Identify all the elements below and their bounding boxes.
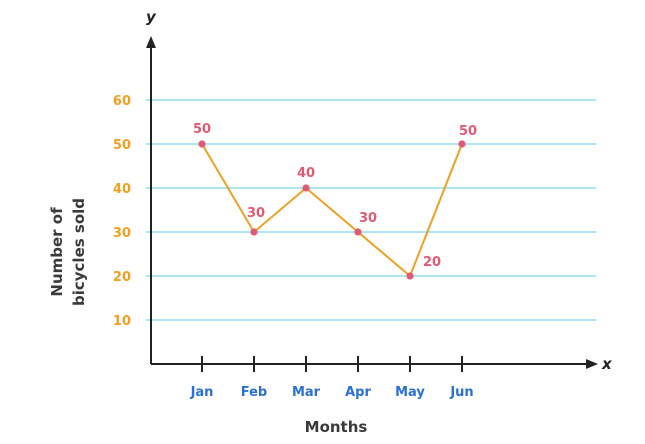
x-tick-label: Apr: [345, 385, 371, 400]
data-label: 30: [359, 211, 377, 226]
y-axis-title-line1: Number of: [48, 207, 66, 297]
x-tick-label: May: [395, 385, 425, 400]
x-tick-label: Jun: [449, 385, 473, 400]
y-axis-arrow: [146, 36, 156, 48]
x-axis-title: Months: [305, 418, 368, 436]
x-tick-label: Mar: [292, 385, 321, 400]
y-tick-label: 60: [113, 94, 131, 109]
x-axis-arrow: [586, 359, 598, 369]
y-tick-label: 40: [113, 182, 131, 197]
y-tick-label: 10: [113, 314, 131, 329]
data-label: 50: [193, 122, 211, 137]
y-axis-title: Number of bicycles sold: [48, 198, 88, 306]
y-axis-letter: y: [146, 8, 157, 26]
y-tick-label: 50: [113, 138, 131, 153]
data-label: 40: [297, 166, 315, 181]
x-ticks: Jan Feb Mar Apr May Jun: [190, 356, 474, 400]
data-point: [198, 140, 206, 148]
y-tick-label: 20: [113, 270, 131, 285]
data-point: [354, 228, 362, 236]
data-point: [406, 272, 414, 280]
data-labels: 50 30 40 30 20 50: [193, 122, 477, 270]
data-point: [302, 184, 310, 192]
y-tick-label: 30: [113, 226, 131, 241]
data-label: 30: [247, 206, 265, 221]
gridlines: [146, 99, 596, 321]
x-tick-label: Jan: [190, 385, 214, 400]
data-label: 20: [423, 255, 441, 270]
y-axis-title-line2: bicycles sold: [70, 198, 88, 306]
data-point: [250, 228, 258, 236]
data-point: [458, 140, 466, 148]
x-axis-letter: x: [601, 355, 613, 373]
data-points: [198, 140, 466, 280]
y-ticks: 10 20 30 40 50 60: [113, 94, 131, 329]
series-line: [201, 143, 463, 278]
x-tick-label: Feb: [241, 385, 267, 400]
data-label: 50: [459, 124, 477, 139]
